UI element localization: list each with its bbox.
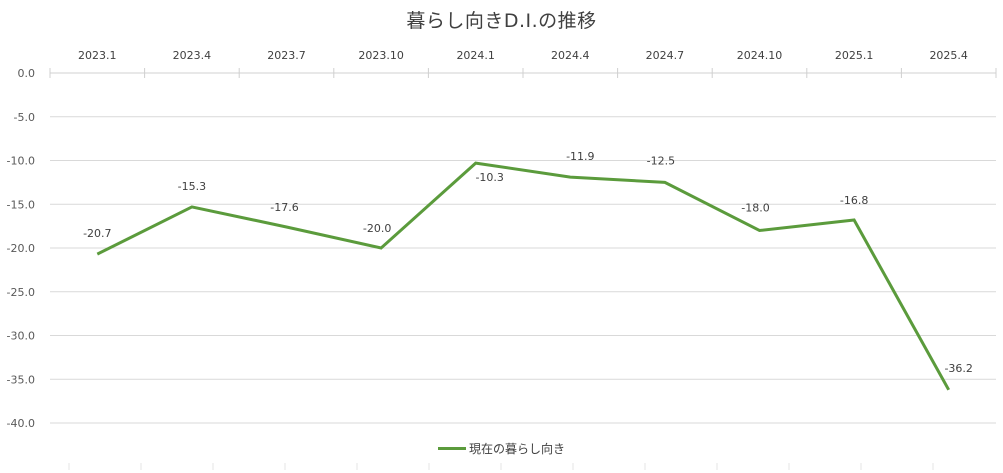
x-category-label: 2023.1 — [78, 49, 117, 62]
legend-line-icon — [437, 447, 466, 450]
x-category-label: 2024.1 — [456, 49, 495, 62]
data-label: -10.3 — [475, 171, 503, 184]
x-category-label: 2023.4 — [173, 49, 212, 62]
x-category-label: 2025.4 — [929, 49, 968, 62]
y-tick-label: -25.0 — [7, 286, 35, 299]
legend-label: 現在の暮らし向き — [468, 442, 565, 456]
y-tick-label: -40.0 — [7, 417, 35, 430]
y-tick-label: 0.0 — [18, 67, 36, 80]
y-tick-label: -5.0 — [14, 111, 35, 124]
y-tick-label: -30.0 — [7, 330, 35, 343]
y-tick-label: -15.0 — [7, 198, 35, 211]
chart-title: 暮らし向きD.I.の推移 — [406, 10, 597, 32]
y-tick-label: -10.0 — [7, 155, 35, 168]
y-tick-label: -35.0 — [7, 373, 35, 386]
data-label: -16.8 — [840, 194, 868, 207]
data-label: -12.5 — [647, 154, 675, 167]
data-label: -36.2 — [944, 362, 972, 375]
legend: 現在の暮らし向き — [0, 440, 1003, 457]
data-label: -20.0 — [363, 222, 391, 235]
data-label: -20.7 — [83, 227, 111, 240]
x-category-label: 2023.7 — [267, 49, 306, 62]
x-category-label: 2024.7 — [646, 49, 685, 62]
y-tick-label: -20.0 — [7, 242, 35, 255]
data-label: -15.3 — [178, 180, 206, 193]
series-line — [96, 161, 951, 391]
x-category-label: 2024.10 — [737, 49, 783, 62]
x-category-label: 2024.4 — [551, 49, 590, 62]
x-category-label: 2023.10 — [358, 49, 404, 62]
data-label: -17.6 — [270, 201, 298, 214]
x-category-label: 2025.1 — [835, 49, 874, 62]
data-label: -18.0 — [741, 202, 769, 215]
data-label: -11.9 — [566, 150, 594, 163]
